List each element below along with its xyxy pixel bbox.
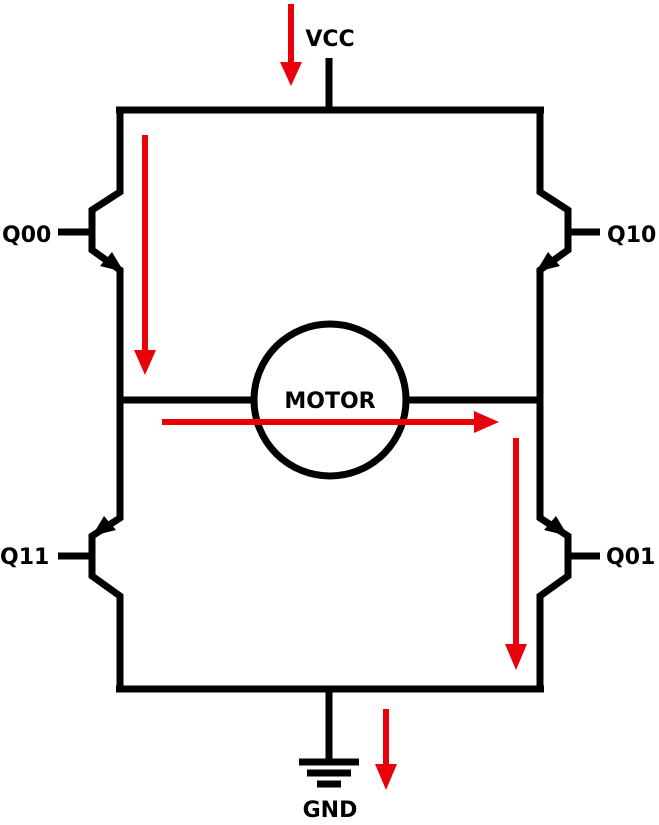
q11-body [88, 400, 124, 689]
transistor-q01: Q01 [536, 400, 655, 689]
gnd-label: GND [303, 798, 358, 823]
current-arrow-through-motor [162, 411, 499, 433]
q10-emitter-arrow-icon [536, 252, 560, 272]
arrow-right-icon [474, 411, 499, 433]
q01-body [536, 400, 572, 689]
arrow-down-icon [505, 644, 527, 670]
q10-label: Q10 [607, 223, 656, 248]
transistor-q00: Q00 [2, 110, 124, 400]
arrow-down-icon [375, 764, 397, 790]
q00-body [88, 110, 124, 400]
transistor-q10: Q10 [536, 110, 656, 400]
motor-symbol [250, 320, 410, 480]
q00-label: Q00 [2, 223, 51, 248]
q11-emitter-arrow-icon [92, 516, 116, 536]
current-arrow-gnd [375, 709, 397, 790]
q01-label: Q01 [606, 545, 655, 570]
q11-label: Q11 [0, 545, 49, 570]
current-arrow-right-down [505, 438, 527, 670]
vcc-label: VCC [305, 27, 354, 52]
motor-label: MOTOR [284, 389, 375, 414]
current-arrow-left-down [134, 135, 156, 375]
q10-body [536, 110, 572, 400]
transistor-q11: Q11 [0, 400, 124, 689]
current-arrow-vcc [280, 4, 302, 86]
arrow-down-icon [134, 350, 156, 375]
arrow-down-icon [280, 62, 302, 86]
q00-emitter-arrow-icon [100, 252, 124, 272]
q01-emitter-arrow-icon [544, 516, 568, 536]
